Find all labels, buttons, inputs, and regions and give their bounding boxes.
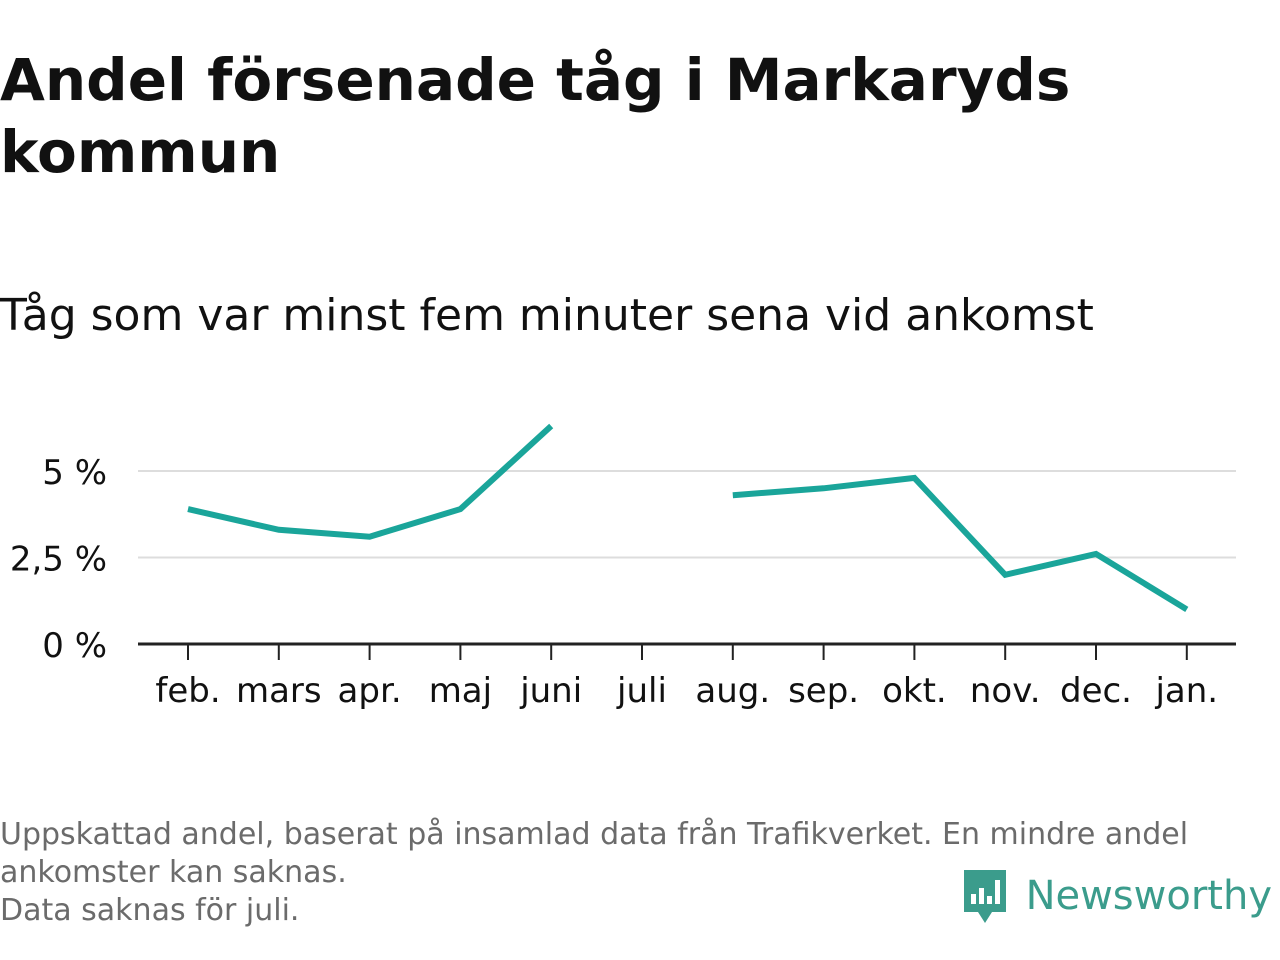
x-tick-label: juni bbox=[519, 671, 582, 711]
y-axis-tick-labels: 0 % 2,5 % 5 % bbox=[10, 453, 107, 666]
x-tick-label: maj bbox=[429, 671, 492, 711]
x-tick-label: dec. bbox=[1060, 671, 1132, 711]
chart-title: Andel försenade tåg i Markaryds kommun bbox=[0, 46, 1071, 186]
y-tick-label: 2,5 % bbox=[10, 540, 107, 580]
x-tick-label: juli bbox=[616, 671, 667, 711]
x-tick-label: nov. bbox=[970, 671, 1041, 711]
grid-lines bbox=[138, 470, 1236, 559]
series-line bbox=[732, 474, 1189, 612]
data-series bbox=[187, 423, 1189, 612]
line-chart: 0 % 2,5 % 5 % feb. mars apr. maj juni juli aug. s… bbox=[10, 423, 1236, 711]
footer-missing-data-note: Data saknas för juli. bbox=[0, 893, 300, 928]
series-line bbox=[187, 423, 554, 540]
x-tick-label: feb. bbox=[155, 671, 220, 711]
x-tick-label: apr. bbox=[338, 671, 402, 711]
chart-subtitle: Tåg som var minst fem minuter sena vid a… bbox=[0, 290, 1094, 341]
chart-footer: Uppskattad andel, baserat på insamlad da… bbox=[0, 816, 1270, 930]
x-tick-label: jan. bbox=[1154, 671, 1218, 711]
newsworthy-logo-icon bbox=[963, 870, 1006, 923]
brand-logo: Newsworthy bbox=[960, 866, 1272, 926]
x-axis-tick-labels: feb. mars apr. maj juni juli aug. sep. okt. nov. d… bbox=[155, 671, 1218, 711]
footer-note: Uppskattad andel, baserat på insamlad da… bbox=[0, 817, 1189, 890]
x-tick-label: mars bbox=[236, 671, 322, 711]
x-axis bbox=[138, 642, 1236, 660]
y-tick-label: 5 % bbox=[42, 453, 107, 493]
y-tick-label: 0 % bbox=[42, 626, 107, 666]
x-tick-label: sep. bbox=[788, 671, 859, 711]
x-tick-label: okt. bbox=[882, 671, 947, 711]
x-tick-label: aug. bbox=[695, 671, 770, 711]
brand-name: Newsworthy bbox=[1025, 873, 1272, 919]
